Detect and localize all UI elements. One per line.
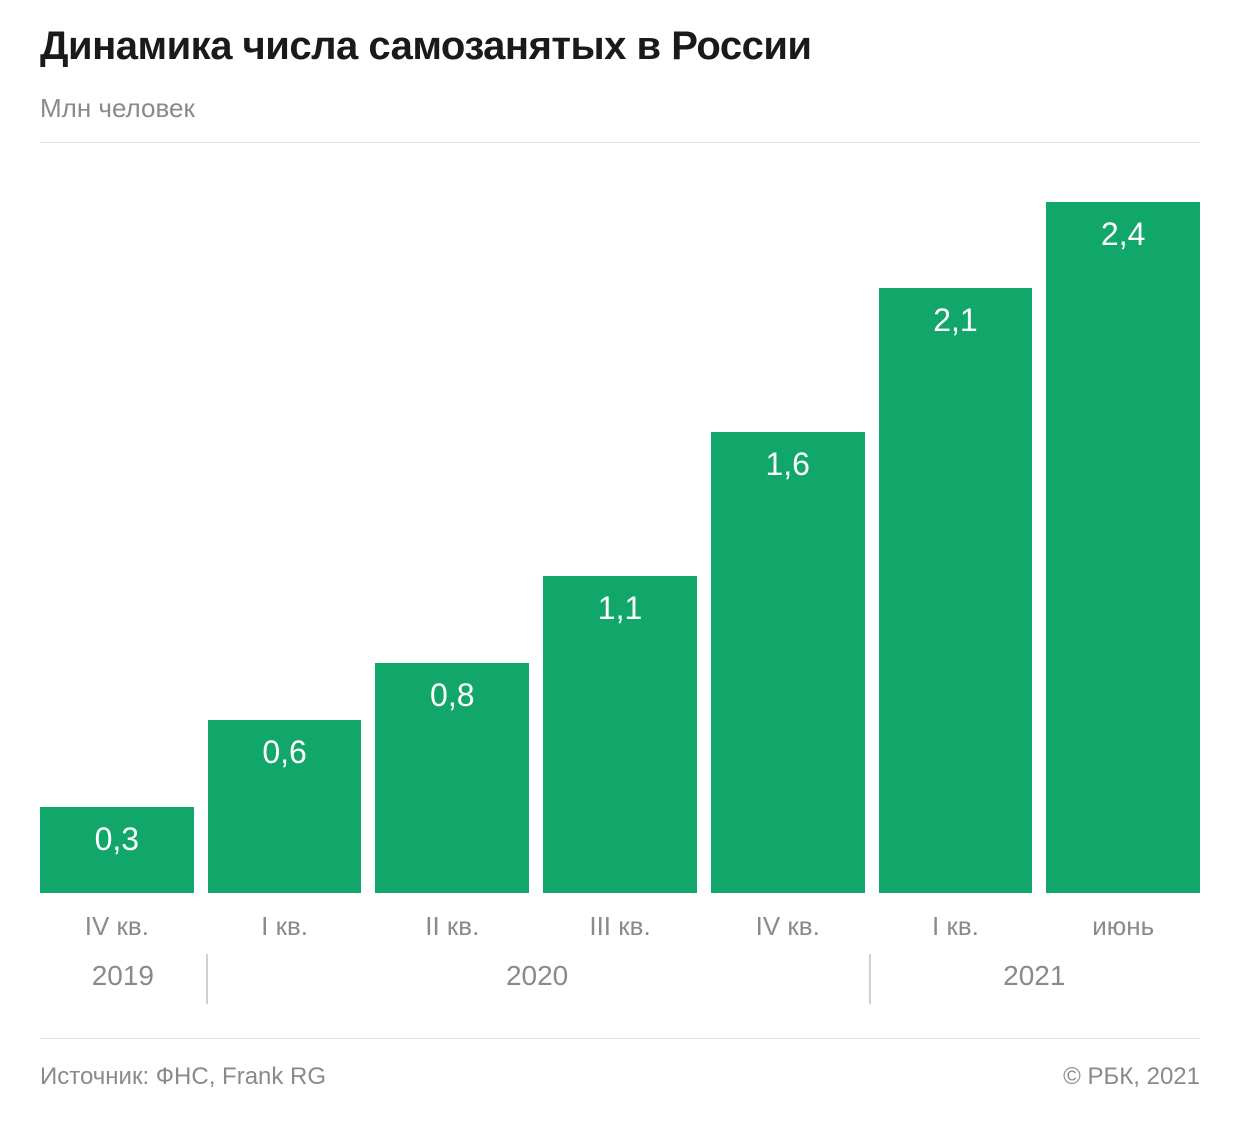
x-axis-label: IV кв. [40, 911, 194, 942]
bar-value-label: 1,6 [711, 446, 865, 483]
bar-chart: 0,3 0,6 0,8 1,1 1,6 2,1 2,4 [40, 153, 1200, 893]
bar-value-label: 0,3 [40, 821, 194, 858]
bar: 2,4 [1046, 202, 1200, 893]
x-axis-label: III кв. [543, 911, 697, 942]
divider-top [40, 142, 1200, 143]
bar: 1,1 [543, 576, 697, 893]
bar-wrap: 1,6 [711, 173, 865, 893]
year-label: 2019 [40, 960, 206, 992]
bar: 2,1 [879, 288, 1033, 893]
bar-wrap: 0,6 [208, 173, 362, 893]
x-axis-label: I кв. [879, 911, 1033, 942]
bar: 0,6 [208, 720, 362, 893]
source-text: Источник: ФНС, Frank RG [40, 1063, 326, 1091]
copyright-text: © РБК, 2021 [1063, 1063, 1200, 1091]
bar-value-label: 1,1 [543, 590, 697, 627]
bar: 0,8 [375, 663, 529, 893]
bar: 0,3 [40, 807, 194, 893]
bar: 1,6 [711, 432, 865, 893]
chart-subtitle: Млн человек [40, 93, 1200, 124]
x-axis-label: IV кв. [711, 911, 865, 942]
bar-value-label: 0,8 [375, 677, 529, 714]
bar-wrap: 2,1 [879, 173, 1033, 893]
year-group-labels: 201920202021 [40, 960, 1200, 1030]
x-axis-labels: IV кв. I кв. II кв. III кв. IV кв. I кв. июнь [40, 911, 1200, 942]
divider-bottom [40, 1038, 1200, 1039]
bar-wrap: 0,3 [40, 173, 194, 893]
x-axis-label: июнь [1046, 911, 1200, 942]
bar-value-label: 0,6 [208, 734, 362, 771]
year-label: 2020 [206, 960, 869, 992]
x-axis-label: II кв. [375, 911, 529, 942]
bar-value-label: 2,4 [1046, 216, 1200, 253]
year-label: 2021 [869, 960, 1200, 992]
bar-value-label: 2,1 [879, 302, 1033, 339]
x-axis-label: I кв. [208, 911, 362, 942]
bar-wrap: 0,8 [375, 173, 529, 893]
bar-wrap: 1,1 [543, 173, 697, 893]
chart-title: Динамика числа самозанятых в России [40, 24, 1200, 69]
chart-footer: Источник: ФНС, Frank RG © РБК, 2021 [40, 1063, 1200, 1091]
bar-wrap: 2,4 [1046, 173, 1200, 893]
